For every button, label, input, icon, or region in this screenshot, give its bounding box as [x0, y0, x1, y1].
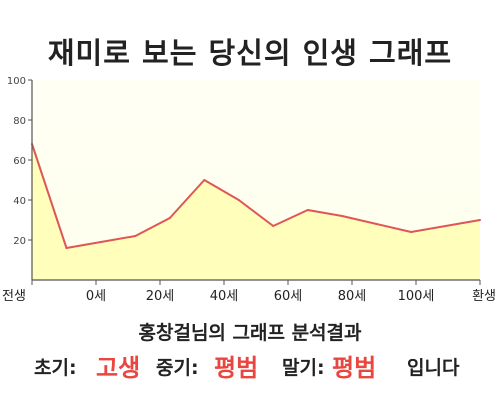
data-point: [410, 231, 413, 233]
data-point: [306, 209, 309, 211]
data-point: [479, 219, 481, 221]
analysis-subtitle: 홍창걸님의 그래프 분석결과: [138, 322, 362, 344]
x-tick-label: 환생: [472, 289, 496, 304]
data-point: [341, 215, 344, 217]
late-label: 말기:: [282, 357, 325, 379]
y-tick-label: 40: [13, 196, 26, 207]
x-tick-label: 0세: [86, 289, 106, 304]
area-fill: [32, 144, 480, 280]
data-point: [134, 235, 137, 237]
y-tick-label: 80: [13, 116, 26, 127]
x-tick-label: 전생: [2, 289, 26, 304]
data-point: [65, 247, 68, 249]
x-tick-label: 100세: [398, 289, 435, 304]
data-point: [375, 223, 378, 225]
late-value: 평범: [332, 354, 377, 382]
data-point: [237, 199, 240, 201]
data-point: [99, 241, 102, 243]
y-tick-label: 60: [13, 156, 26, 167]
analysis-result: 초기: 고생 중기: 평범 말기: 평범 입니다: [0, 345, 500, 382]
page-title: 재미로 보는 당신의 인생 그래프: [47, 36, 453, 70]
data-point: [203, 179, 206, 181]
early-label: 초기:: [34, 357, 77, 379]
y-tick-label: 20: [13, 236, 26, 247]
x-tick-label: 20세: [146, 289, 175, 304]
series-line: [31, 143, 481, 249]
mid-value: 평범: [214, 354, 259, 382]
x-tick-label: 80세: [338, 289, 367, 304]
ending-text: 입니다: [407, 357, 460, 379]
data-point: [444, 225, 447, 227]
early-value: 고생: [96, 354, 141, 382]
y-tick-label: 100: [7, 76, 26, 87]
data-point: [168, 217, 171, 219]
x-tick-label: 60세: [274, 289, 303, 304]
mid-label: 중기:: [156, 357, 199, 379]
x-tick-label: 40세: [210, 289, 239, 304]
data-point: [272, 225, 275, 227]
